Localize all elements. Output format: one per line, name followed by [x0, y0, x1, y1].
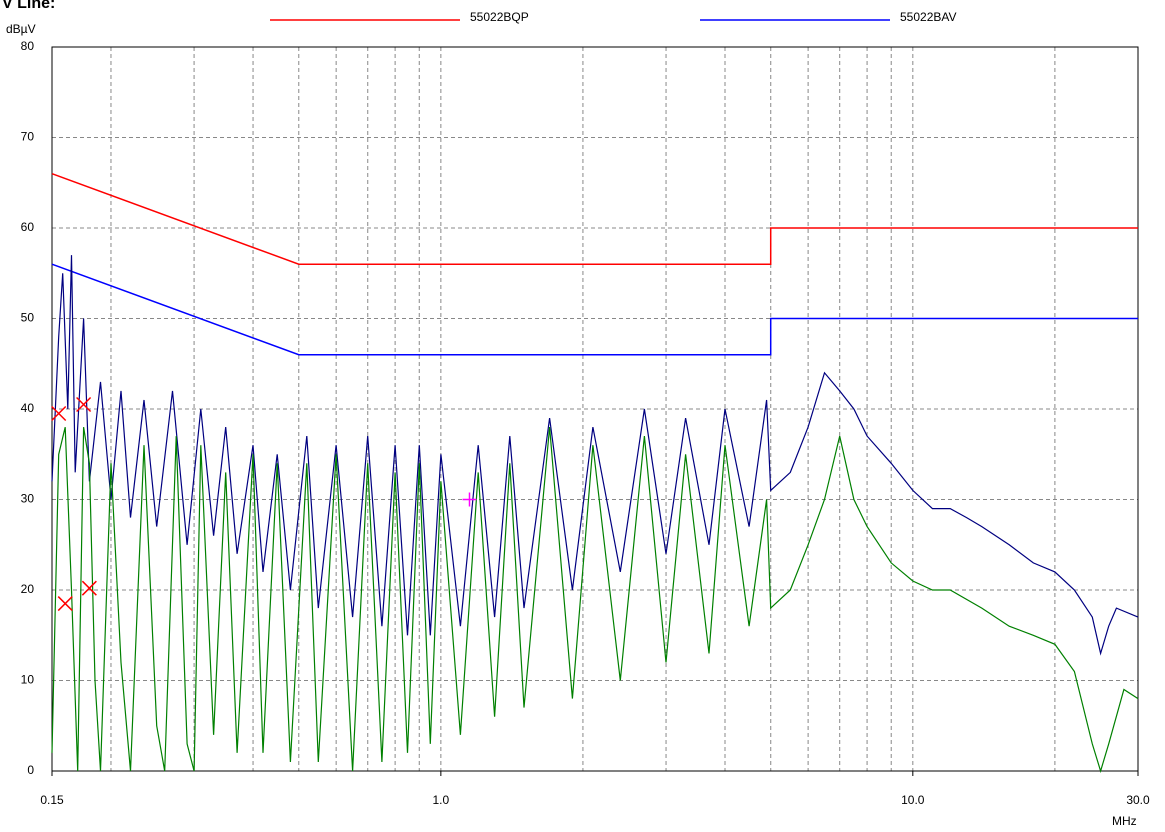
- y-tick-label: 50: [21, 311, 35, 325]
- marker: [81, 580, 97, 596]
- trace: [51, 426, 1139, 774]
- heading: V Line:: [2, 0, 55, 12]
- y-tick-label: 70: [21, 130, 35, 144]
- legend-label: 55022BQP: [470, 10, 529, 24]
- marker: [51, 405, 67, 422]
- y-tick-label: 20: [21, 582, 35, 596]
- limit-line: [51, 172, 1138, 265]
- legend-label: 55022BAV: [900, 10, 957, 24]
- x-tick-label: 10.0: [901, 793, 925, 807]
- y-tick-label: 10: [21, 673, 35, 687]
- y-tick-label: 80: [21, 39, 35, 53]
- plot-frame: [51, 46, 1139, 772]
- x-tick-label: 0.15: [40, 793, 64, 807]
- x-tick-label: 1.0: [433, 793, 450, 807]
- x-axis-label: MHz: [1112, 814, 1137, 828]
- marker: [57, 596, 73, 612]
- trace: [51, 255, 1139, 656]
- marker: [76, 396, 92, 413]
- y-tick-label: 30: [21, 492, 35, 506]
- y-axis-label: dBµV: [6, 22, 36, 36]
- y-tick-label: 0: [27, 763, 34, 777]
- marker: [462, 492, 477, 507]
- limit-line: [51, 263, 1138, 356]
- y-tick-label: 60: [21, 220, 35, 234]
- y-tick-label: 40: [21, 401, 35, 415]
- x-tick-label: 30.0: [1126, 793, 1150, 807]
